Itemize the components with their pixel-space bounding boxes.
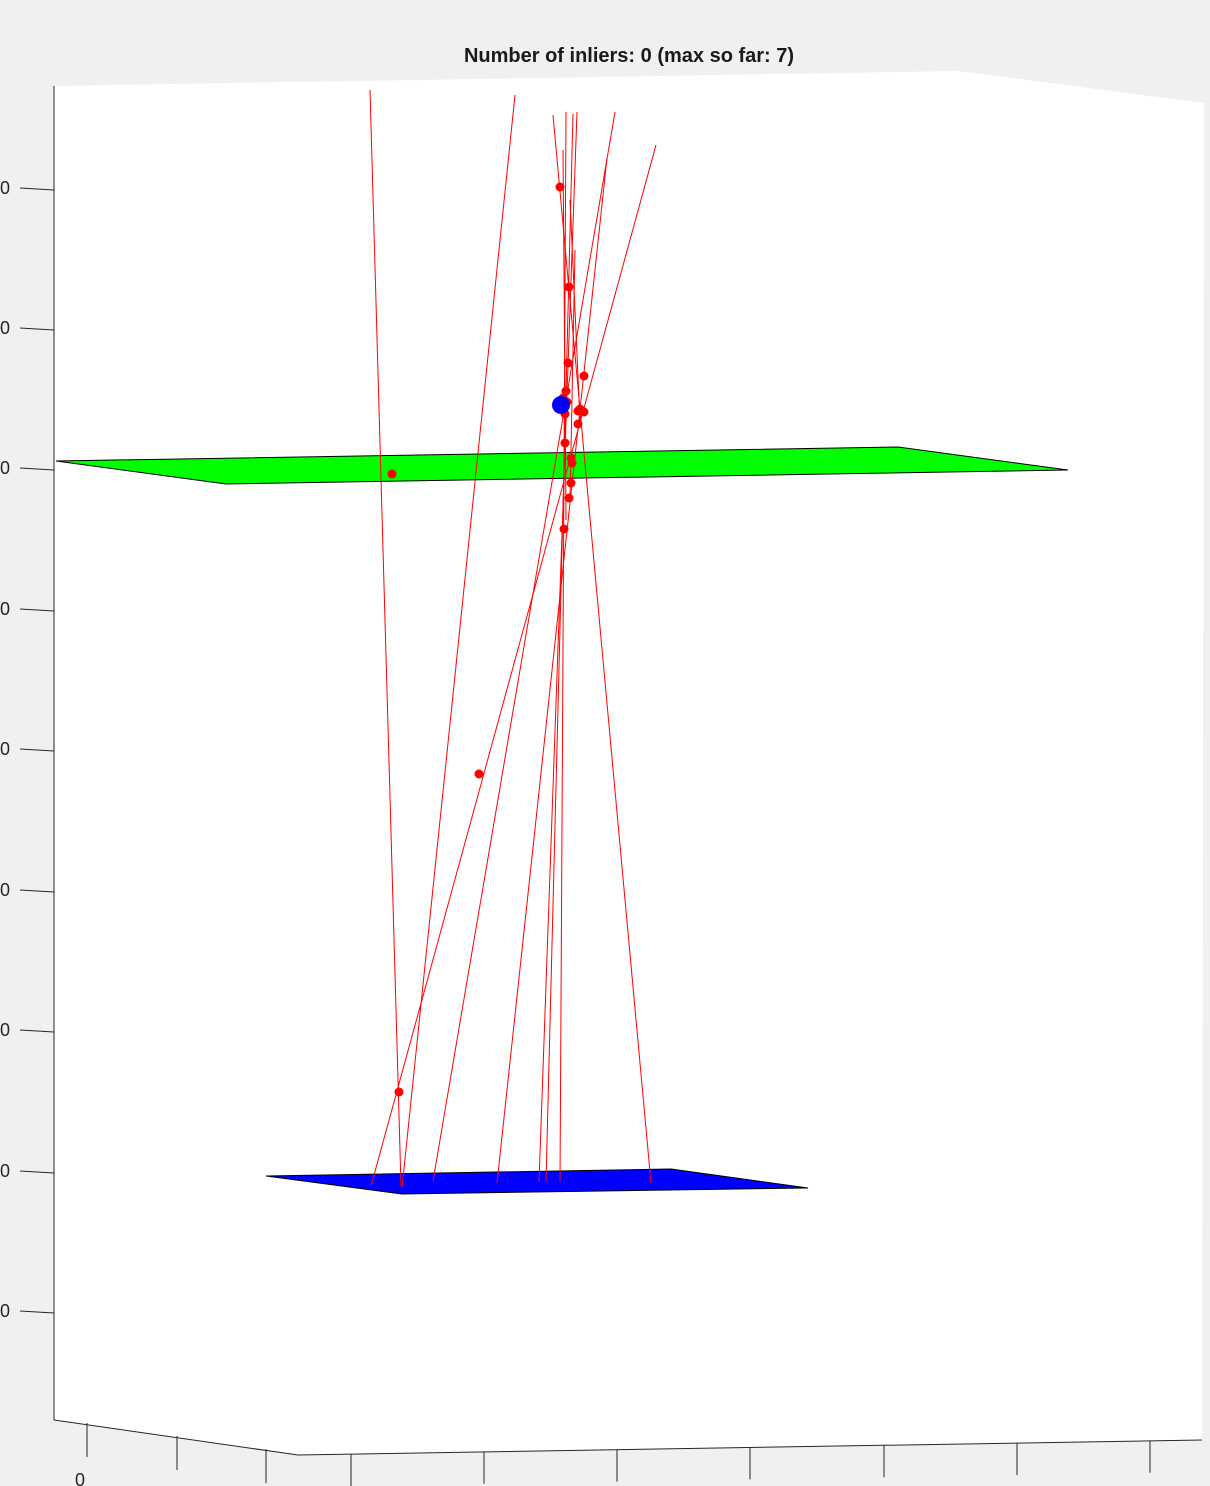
red-point	[573, 419, 583, 429]
z-tick-label: 0	[0, 458, 10, 478]
green-plane	[55, 446, 1069, 485]
x-axis-line	[53, 1419, 299, 1456]
z-tick-label: 0	[0, 178, 10, 198]
z-tick-label: 0	[0, 318, 10, 338]
blue-plane	[265, 1168, 809, 1195]
red-point	[555, 182, 565, 192]
ray-line	[559, 111, 567, 1183]
red-point	[567, 458, 577, 468]
z-tick-mark	[19, 327, 55, 331]
red-point	[474, 769, 484, 779]
red-point	[566, 478, 576, 488]
z-tick-mark	[19, 1170, 55, 1174]
red-point	[564, 282, 574, 292]
estimated-center-point	[552, 396, 570, 414]
red-point	[394, 1087, 404, 1097]
ray-line	[432, 111, 616, 1182]
ray-line	[370, 144, 657, 1187]
z-tick-label: 0	[0, 880, 10, 900]
z-tick-mark	[19, 1310, 55, 1314]
ray-line	[496, 157, 608, 1184]
red-point	[559, 524, 569, 534]
red-point	[560, 438, 570, 448]
red-point	[564, 493, 574, 503]
z-tick-label: 0	[0, 739, 10, 759]
ray-line	[562, 149, 567, 521]
z-tick-label: 0	[0, 1301, 10, 1321]
ray-line	[369, 89, 402, 1187]
red-point	[573, 406, 583, 416]
z-tick-label: 0	[0, 1161, 10, 1181]
axes-box	[54, 71, 1204, 1455]
chart-title: Number of inliers: 0 (max so far: 7)	[464, 45, 794, 67]
red-point	[579, 371, 589, 381]
ray-line	[552, 114, 652, 1184]
z-tick-label: 0	[0, 599, 10, 619]
z-tick-mark	[19, 187, 55, 191]
ray-line	[569, 199, 581, 421]
z-tick-mark	[19, 1029, 55, 1033]
red-point	[563, 358, 573, 368]
z-tick-mark	[19, 748, 55, 752]
z-axis-ticks: 0 0 0 0 0 0 0 0 0	[0, 178, 55, 1321]
z-tick-label: 0	[0, 1020, 10, 1040]
z-tick-mark	[19, 889, 55, 893]
x-tick-label: 0	[75, 1470, 85, 1486]
ray-lines	[369, 89, 657, 1189]
z-tick-mark	[19, 608, 55, 612]
x-axis-ticks: 0	[75, 1423, 1151, 1486]
ray-line	[545, 113, 574, 1183]
red-point	[561, 386, 571, 396]
red-point	[387, 469, 397, 479]
z-tick-mark	[19, 467, 55, 471]
